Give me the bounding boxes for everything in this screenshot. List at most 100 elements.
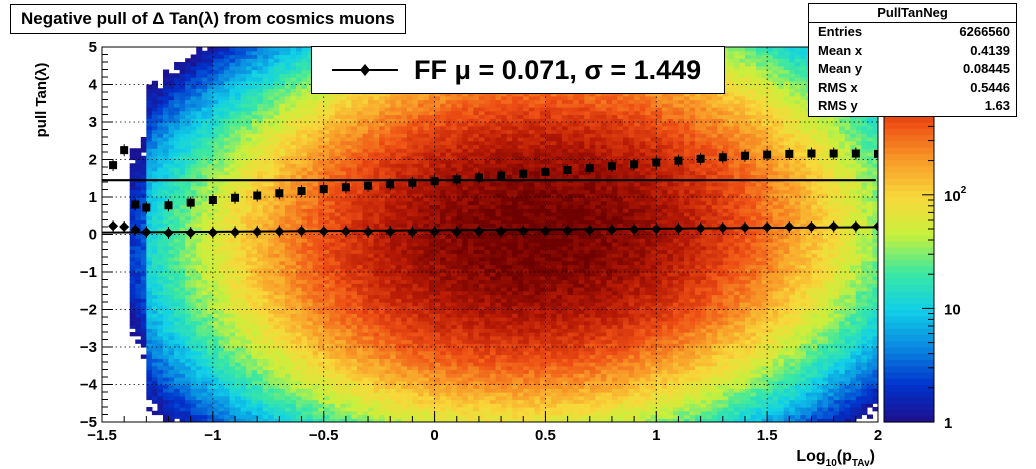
- heatmap-cell: [179, 167, 186, 172]
- heatmap-cell: [340, 347, 347, 352]
- heatmap-cell: [301, 137, 308, 142]
- heatmap-cell: [379, 399, 386, 404]
- heatmap-cell: [307, 133, 314, 138]
- heatmap-cell: [284, 185, 292, 191]
- heatmap-cell: [351, 339, 358, 344]
- heatmap-cell: [340, 125, 347, 131]
- heatmap-cell: [368, 399, 375, 404]
- heatmap-cell: [395, 219, 402, 224]
- heatmap-cell: [229, 298, 236, 303]
- heatmap-cell: [235, 339, 242, 344]
- heatmap-cell: [412, 148, 419, 153]
- heatmap-cell: [207, 305, 214, 311]
- heatmap-cell: [395, 95, 402, 101]
- heatmap-cell: [174, 144, 181, 149]
- heatmap-cell: [174, 384, 181, 389]
- heatmap-cell: [345, 418, 353, 422]
- heatmap-cell: [379, 219, 386, 224]
- heatmap-cell: [179, 377, 186, 382]
- heatmap-cell: [296, 395, 303, 401]
- heatmap-cell: [384, 122, 391, 127]
- heatmap-cell: [390, 369, 397, 374]
- heatmap-cell: [390, 294, 397, 299]
- heatmap-cell: [257, 204, 264, 209]
- heatmap-cell: [307, 294, 314, 299]
- heatmap-cell: [351, 335, 358, 341]
- heatmap-cell: [279, 99, 286, 104]
- heatmap-cell: [201, 380, 208, 386]
- heatmap-cell: [395, 332, 402, 337]
- heatmap-cell: [390, 395, 397, 401]
- heatmap-cell: [151, 107, 159, 112]
- heatmap-cell: [373, 110, 380, 116]
- heatmap-cell: [251, 275, 258, 281]
- heatmap-cell: [212, 407, 219, 412]
- heatmap-cell: [290, 365, 297, 371]
- heatmap-cell: [201, 279, 208, 284]
- heatmap-cell: [301, 294, 308, 299]
- heatmap-cell: [240, 335, 247, 341]
- heatmap-cell: [345, 144, 353, 149]
- heatmap-cell: [329, 362, 336, 367]
- heatmap-cell: [384, 249, 391, 254]
- heatmap-cell: [201, 77, 208, 82]
- heatmap-cell: [318, 317, 325, 322]
- heatmap-cell: [262, 328, 269, 333]
- heatmap-cell: [212, 58, 219, 63]
- heatmap-cell: [140, 305, 147, 311]
- heatmap-cell: [290, 155, 297, 161]
- heatmap-cell: [296, 403, 303, 408]
- heatmap-cell: [373, 320, 380, 326]
- heatmap-cell: [273, 350, 280, 356]
- heatmap-cell: [257, 80, 264, 86]
- heatmap-cell: [168, 392, 175, 397]
- heatmap-cell: [318, 110, 325, 116]
- heatmap-cell: [318, 365, 325, 371]
- heatmap-cell: [373, 129, 380, 134]
- heatmap-cell: [262, 392, 269, 397]
- heatmap-cell: [401, 174, 408, 179]
- heatmap-cell: [412, 125, 419, 131]
- heatmap-cell: [185, 399, 192, 404]
- heatmap-cell: [151, 369, 159, 374]
- heatmap-cell: [246, 144, 253, 149]
- heatmap-cell: [412, 399, 419, 404]
- heatmap-cell: [307, 343, 314, 348]
- heatmap-cell: [401, 114, 408, 119]
- heatmap-cell: [329, 92, 336, 97]
- heatmap-cell: [279, 264, 286, 269]
- heatmap-cell: [296, 155, 303, 161]
- heatmap-cell: [179, 403, 186, 408]
- heatmap-cell: [179, 347, 186, 352]
- heatmap-cell: [207, 384, 214, 389]
- heatmap-cell: [162, 182, 170, 187]
- heatmap-cell: [390, 418, 397, 422]
- heatmap-cell: [246, 125, 253, 131]
- heatmap-cell: [151, 245, 159, 251]
- heatmap-cell: [368, 133, 375, 138]
- heatmap-cell: [251, 245, 258, 251]
- heatmap-cell: [190, 95, 197, 101]
- heatmap-cell: [368, 260, 375, 266]
- heatmap-cell: [151, 95, 159, 101]
- heatmap-cell: [351, 407, 358, 412]
- heatmap-cell: [368, 354, 375, 359]
- heatmap-cell: [329, 305, 336, 311]
- heatmap-cell: [351, 275, 358, 281]
- heatmap-cell: [262, 174, 269, 179]
- heatmap-cell: [140, 335, 147, 341]
- heatmap-cell: [351, 305, 358, 311]
- heatmap-cell: [307, 388, 314, 393]
- heatmap-cell: [345, 242, 353, 247]
- heatmap-cell: [345, 103, 353, 108]
- heatmap-cell: [279, 212, 286, 217]
- heatmap-cell: [168, 219, 175, 224]
- heatmap-cell: [229, 324, 236, 329]
- heatmap-cell: [362, 208, 369, 213]
- heatmap-cell: [162, 148, 170, 153]
- heatmap-cell: [301, 212, 308, 217]
- heatmap-cell: [251, 350, 258, 356]
- heatmap-cell: [168, 223, 175, 228]
- heatmap-cell: [262, 193, 269, 198]
- heatmap-cell: [262, 140, 269, 146]
